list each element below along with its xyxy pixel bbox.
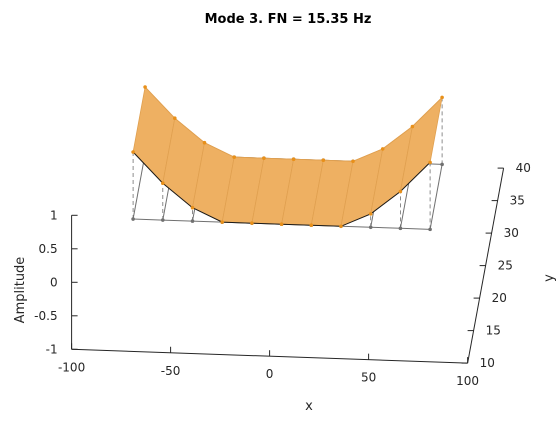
deformed-node [410,124,415,129]
deformed-node [250,221,254,225]
deformed-node [291,157,296,161]
deformed-node [202,140,207,145]
y-tick-label: 10 [480,356,495,370]
y-tick-label: 15 [486,324,501,338]
deformed-node [220,220,224,224]
z-tick-label: 0 [50,275,58,289]
x-tick-label: 50 [361,371,376,385]
y-axis-label: y [542,274,557,282]
deformed-node [398,189,403,194]
axes: -100 -50 0 50 100 -1 -0.5 0 0.5 1 10 15 20 25 30 35 40 [34,161,531,388]
z-tick-label: 1 [50,208,58,222]
deformed-node [190,205,195,210]
deformed-node [279,222,284,226]
x-tick-label: 100 [456,374,479,388]
y-tick-label: 35 [510,194,525,208]
undeformed-rib [132,153,146,220]
deformed-node [321,158,326,163]
undeformed-rib [429,164,443,230]
y-tick-label: 40 [516,161,531,175]
deformed-node [131,150,135,154]
deformed-node [309,223,314,228]
deformed-node [351,159,355,164]
chart-title: Mode 3. FN = 15.35 Hz [205,12,372,27]
deformed-node [380,147,385,151]
z-axis-label: Amplitude [13,257,28,324]
x-tick-label: 0 [266,367,274,381]
x-tick-label: -50 [161,364,181,378]
x-tick-label: -100 [58,360,85,374]
deformed-node [173,116,177,121]
y-tick-label: 25 [498,259,513,273]
deformed-node [428,160,432,165]
deformed-node [440,95,444,100]
deformed-node [262,156,266,160]
deformed-surface [131,85,444,229]
axis-labels: x y Amplitude [13,257,557,414]
deformed-node [143,85,147,89]
z-tick-label: -0.5 [34,309,57,323]
y-tick-label: 30 [504,226,519,240]
deformed-node [368,212,373,216]
x-axis-label: x [305,399,313,414]
y-tick-label: 20 [492,291,507,305]
deformed-node [161,181,165,186]
deformed-node [232,155,236,159]
z-tick-label: -1 [46,342,58,356]
deformed-node [339,224,343,229]
z-tick-label: 0.5 [39,242,58,256]
